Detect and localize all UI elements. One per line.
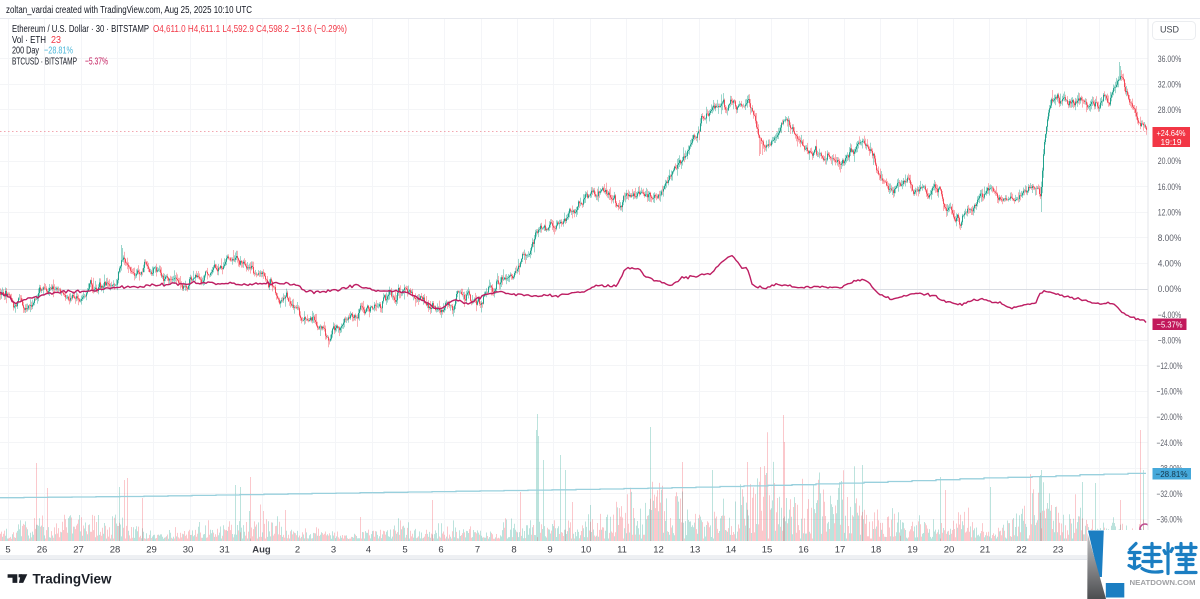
svg-text:11: 11 [617,545,627,556]
svg-text:5: 5 [402,545,407,556]
svg-text:36.00%: 36.00% [1158,54,1182,64]
svg-text:+24.64%: +24.64% [1157,128,1186,138]
svg-text:BTCUSD · BITSTAMP: BTCUSD · BITSTAMP [12,56,77,68]
svg-text:Ethereum / U.S. Dollar · 30 ·: Ethereum / U.S. Dollar · 30 · BITSTAMP [12,23,149,35]
svg-text:20: 20 [944,545,955,556]
svg-text:−24.00%: −24.00% [1157,438,1183,448]
svg-text:21: 21 [980,545,991,556]
svg-text:31: 31 [219,545,230,556]
svg-text:−36.00%: −36.00% [1157,515,1183,525]
svg-text:zoltan_vardai created with Tra: zoltan_vardai created with TradingView.c… [6,5,252,16]
svg-text:18: 18 [871,545,882,556]
svg-text:−32.00%: −32.00% [1157,489,1183,499]
svg-text:−16.00%: −16.00% [1157,387,1183,397]
svg-text:3: 3 [331,545,336,556]
svg-text:15: 15 [762,545,773,556]
svg-text:4: 4 [366,545,371,556]
svg-text:5: 5 [5,545,10,556]
svg-text:10: 10 [581,545,592,556]
svg-text:26: 26 [37,545,48,556]
svg-text:Vol · ETH: Vol · ETH [12,34,46,46]
svg-text:O4,611.0 H4,611.1 L4,592.9 C4,: O4,611.0 H4,611.1 L4,592.9 C4,598.2 −13.… [153,23,347,35]
svg-text:14: 14 [726,545,737,556]
svg-text:−8.00%: −8.00% [1158,335,1182,345]
svg-text:9: 9 [547,545,552,556]
svg-text:NEATDOWN.COM: NEATDOWN.COM [1130,578,1196,587]
svg-text:Aug: Aug [252,545,271,556]
svg-text:19: 19 [907,545,918,556]
svg-text:23: 23 [51,34,61,46]
svg-text:30: 30 [183,545,194,556]
svg-text:28.00%: 28.00% [1158,105,1182,115]
svg-text:−12.00%: −12.00% [1157,361,1183,371]
svg-text:27: 27 [73,545,84,556]
svg-text:8.00%: 8.00% [1158,233,1182,243]
svg-text:−5.37%: −5.37% [85,56,108,68]
svg-text:12.00%: 12.00% [1158,207,1182,217]
svg-text:−28.81%: −28.81% [1156,469,1188,479]
svg-text:−5.37%: −5.37% [1157,320,1183,330]
svg-text:4.00%: 4.00% [1158,259,1182,269]
svg-text:0.00%: 0.00% [1158,284,1182,294]
svg-text:200 Day: 200 Day [12,45,40,57]
svg-text:23: 23 [1053,545,1064,556]
svg-text:16.00%: 16.00% [1158,182,1182,192]
svg-text:32.00%: 32.00% [1158,79,1182,89]
svg-text:29: 29 [146,545,157,556]
svg-text:17: 17 [835,545,846,556]
svg-text:16: 16 [798,545,809,556]
svg-text:TradingView: TradingView [33,571,112,587]
svg-text:12: 12 [653,545,664,556]
svg-text:19:19: 19:19 [1161,137,1182,147]
svg-text:28: 28 [110,545,121,556]
svg-text:8: 8 [511,545,516,556]
svg-text:6: 6 [438,545,443,556]
svg-text:13: 13 [690,545,701,556]
svg-text:7: 7 [475,545,480,556]
svg-text:20.00%: 20.00% [1158,156,1182,166]
svg-text:−28.81%: −28.81% [44,45,73,57]
svg-text:−20.00%: −20.00% [1157,412,1183,422]
svg-text:2: 2 [295,545,300,556]
svg-text:22: 22 [1016,545,1027,556]
svg-text:−4.00%: −4.00% [1158,310,1182,320]
svg-text:USD: USD [1160,25,1179,36]
